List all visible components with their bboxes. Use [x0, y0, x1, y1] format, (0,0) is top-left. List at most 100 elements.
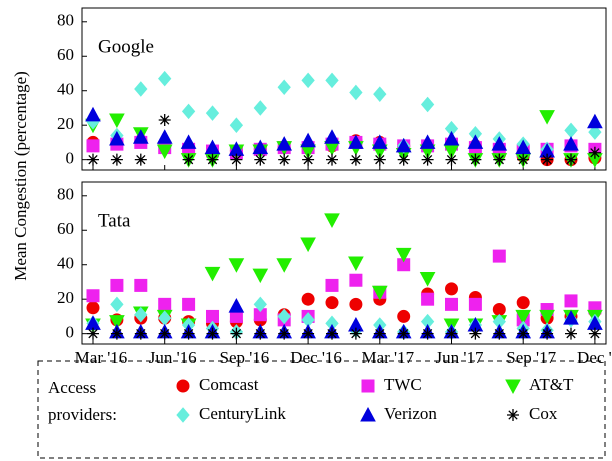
- point: [397, 153, 410, 166]
- panel-title: Google: [98, 36, 154, 57]
- point: [326, 327, 338, 340]
- y-tick-label: 0: [66, 323, 75, 342]
- point: [205, 105, 220, 121]
- point: [445, 282, 458, 296]
- point: [492, 249, 506, 263]
- legend-marker: [360, 406, 376, 422]
- point: [158, 70, 172, 87]
- point: [515, 309, 532, 325]
- point: [254, 153, 267, 166]
- point: [588, 327, 601, 340]
- point: [134, 327, 147, 340]
- point: [206, 153, 219, 166]
- point: [349, 84, 363, 101]
- x-tick-label: Sep '16: [219, 348, 269, 367]
- legend-label: AT&T: [529, 375, 574, 394]
- point: [349, 297, 363, 311]
- point: [86, 289, 100, 303]
- point: [541, 327, 554, 340]
- point: [397, 309, 411, 323]
- legend-marker: [176, 379, 190, 393]
- point: [395, 247, 412, 263]
- point: [134, 153, 147, 166]
- panel-title: Tata: [98, 210, 131, 231]
- point: [156, 129, 173, 144]
- point: [134, 278, 148, 292]
- point: [277, 79, 291, 96]
- point: [588, 124, 602, 140]
- plot-frame: [81, 7, 607, 171]
- point: [492, 303, 506, 317]
- point: [204, 266, 221, 282]
- point: [229, 117, 244, 133]
- point: [228, 258, 245, 273]
- point: [445, 327, 458, 340]
- point: [110, 296, 124, 313]
- point: [158, 297, 172, 311]
- point: [156, 144, 173, 160]
- legend-marker: [361, 379, 375, 393]
- point: [373, 153, 386, 166]
- point: [564, 122, 578, 139]
- point: [493, 153, 506, 166]
- point: [86, 301, 100, 315]
- point: [516, 296, 530, 310]
- y-tick-label: 20: [57, 288, 74, 307]
- point: [397, 327, 410, 340]
- legend-box: [37, 360, 606, 459]
- x-tick-label: Dec '16: [290, 348, 342, 367]
- point: [493, 327, 506, 340]
- point: [87, 327, 99, 340]
- point: [420, 96, 435, 113]
- legend-label: Comcast: [199, 375, 259, 394]
- point: [158, 114, 171, 127]
- point: [325, 278, 339, 292]
- point: [373, 327, 386, 340]
- legend-label: Cox: [529, 404, 558, 423]
- x-tick-label: Dec '17: [577, 348, 612, 367]
- point: [563, 310, 579, 325]
- point: [348, 134, 364, 149]
- point: [565, 327, 577, 340]
- x-tick-label: Jun '16: [149, 348, 197, 367]
- point: [182, 153, 195, 166]
- legend-marker: [176, 407, 190, 423]
- point: [445, 297, 458, 311]
- point: [587, 113, 603, 129]
- point: [469, 153, 482, 166]
- point: [278, 327, 291, 340]
- y-tick-label: 80: [57, 11, 74, 30]
- plot-frame: [81, 181, 607, 345]
- point: [469, 327, 482, 340]
- point: [373, 86, 387, 102]
- point: [421, 327, 434, 340]
- point: [515, 139, 532, 155]
- point: [468, 297, 482, 311]
- point: [110, 153, 123, 166]
- point: [276, 136, 293, 151]
- point: [87, 153, 99, 166]
- point: [421, 153, 434, 166]
- y-tick-label: 60: [57, 45, 74, 64]
- point: [325, 72, 339, 89]
- point: [278, 153, 291, 166]
- point: [109, 113, 125, 129]
- legend-marker: [507, 409, 519, 421]
- point: [180, 134, 197, 149]
- point: [109, 315, 125, 330]
- point: [302, 327, 315, 340]
- point: [252, 139, 269, 155]
- point: [419, 272, 436, 287]
- point: [302, 153, 315, 166]
- point: [253, 100, 267, 116]
- y-axis-label: Mean Congestion (percentage): [11, 71, 30, 281]
- point: [132, 129, 149, 144]
- x-tick-label: Jun '17: [436, 348, 484, 367]
- point: [395, 137, 412, 153]
- point: [134, 81, 148, 97]
- point: [324, 213, 340, 228]
- x-tick-label: Mar '17: [361, 348, 414, 367]
- point: [348, 256, 364, 272]
